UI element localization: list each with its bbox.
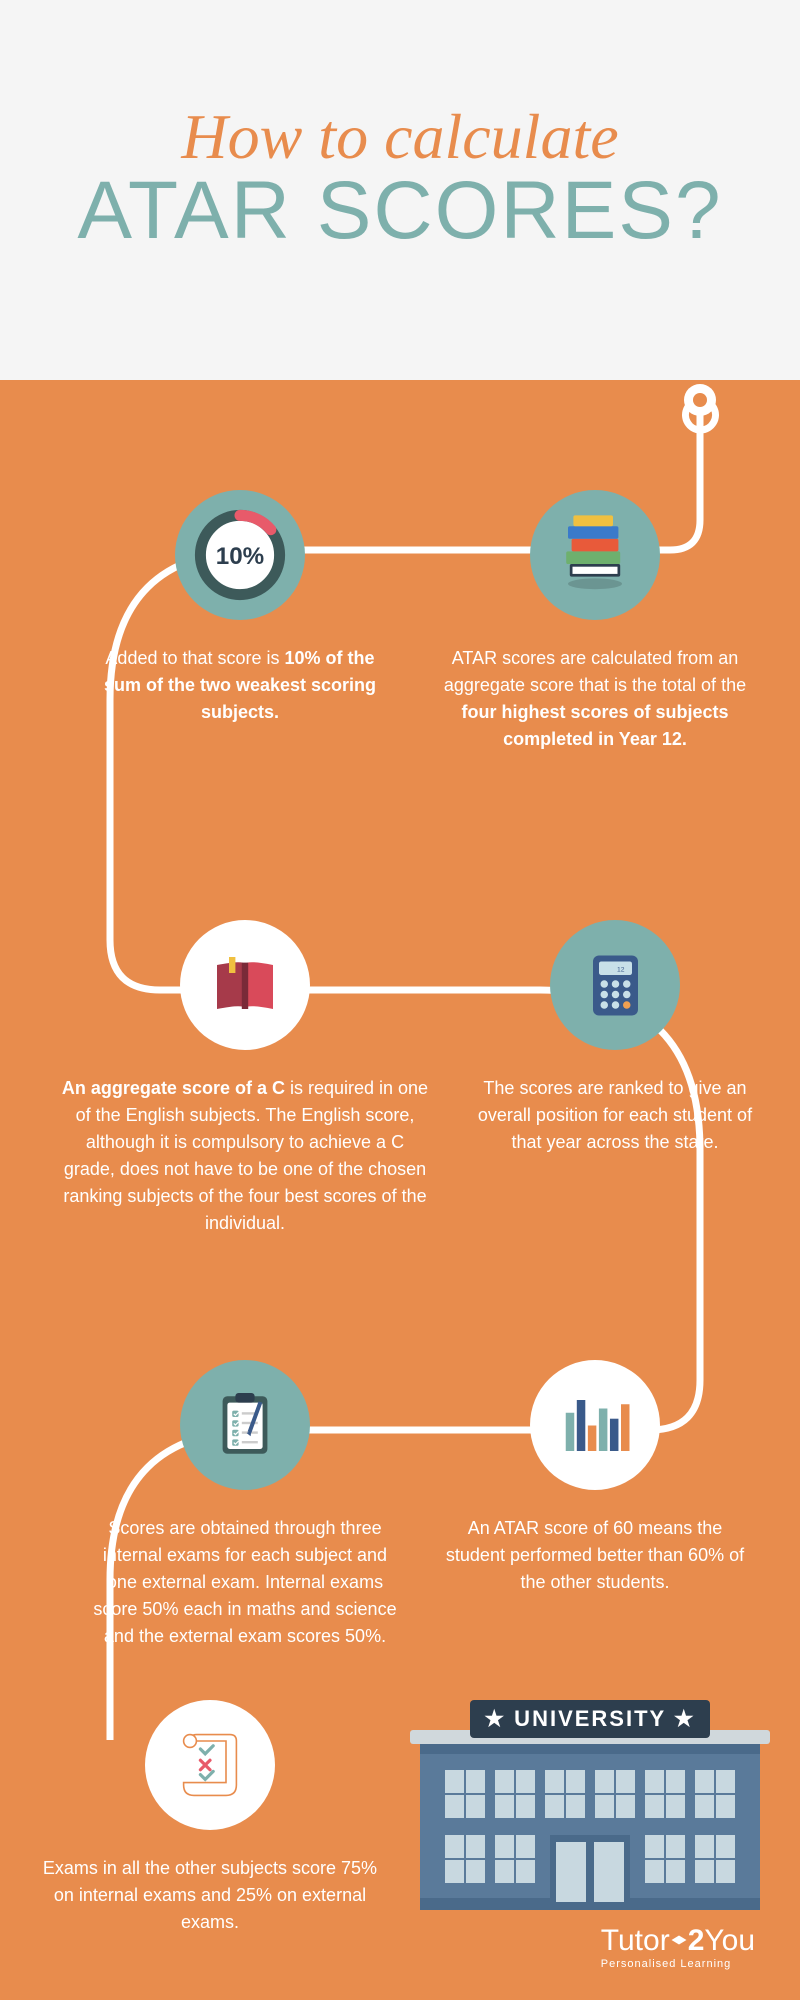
step-text: Exams in all the other subjects score 75… <box>40 1855 380 1936</box>
step5: An ATAR score of 60 means the student pe… <box>440 1360 750 1596</box>
step1: ATAR scores are calculated from an aggre… <box>430 490 760 753</box>
calculator-icon: 12 <box>550 920 680 1050</box>
step4: 12 The scores are ranked to give an over… <box>470 920 760 1156</box>
percent_ring-icon: 10% <box>175 490 305 620</box>
open_book-icon <box>180 920 310 1050</box>
header: How to calculate ATAR SCORES? <box>0 0 800 380</box>
step-text: Added to that score is 10% of the sum of… <box>90 645 390 726</box>
step6: Scores are obtained through three intern… <box>90 1360 400 1650</box>
university-building: ★ UNIVERSITY ★ <box>400 1670 780 1920</box>
step-text: An ATAR score of 60 means the student pe… <box>440 1515 750 1596</box>
svg-text:12: 12 <box>616 966 624 973</box>
footer-tagline: Personalised Learning <box>601 1958 755 1970</box>
step-text: ATAR scores are calculated from an aggre… <box>430 645 760 753</box>
step2: 10% Added to that score is 10% of the su… <box>90 490 390 726</box>
step-text: An aggregate score of a C is required in… <box>60 1075 430 1237</box>
svg-text:10%: 10% <box>216 543 264 570</box>
step7: Exams in all the other subjects score 75… <box>40 1700 380 1936</box>
step-text: The scores are ranked to give an overall… <box>470 1075 760 1156</box>
clipboard-icon <box>180 1360 310 1490</box>
title-line2: ATAR SCORES? <box>0 164 800 258</box>
svg-text:★ UNIVERSITY ★: ★ UNIVERSITY ★ <box>484 1706 695 1731</box>
scroll-icon <box>145 1700 275 1830</box>
bar_chart-icon <box>530 1360 660 1490</box>
step3: An aggregate score of a C is required in… <box>60 920 430 1237</box>
footer-brand: Tutor2You Personalised Learning <box>601 1924 755 1970</box>
title-line1: How to calculate <box>0 100 800 174</box>
main-infographic: ATAR scores are calculated from an aggre… <box>0 380 800 2000</box>
step-text: Scores are obtained through three intern… <box>90 1515 400 1650</box>
books-icon <box>530 490 660 620</box>
